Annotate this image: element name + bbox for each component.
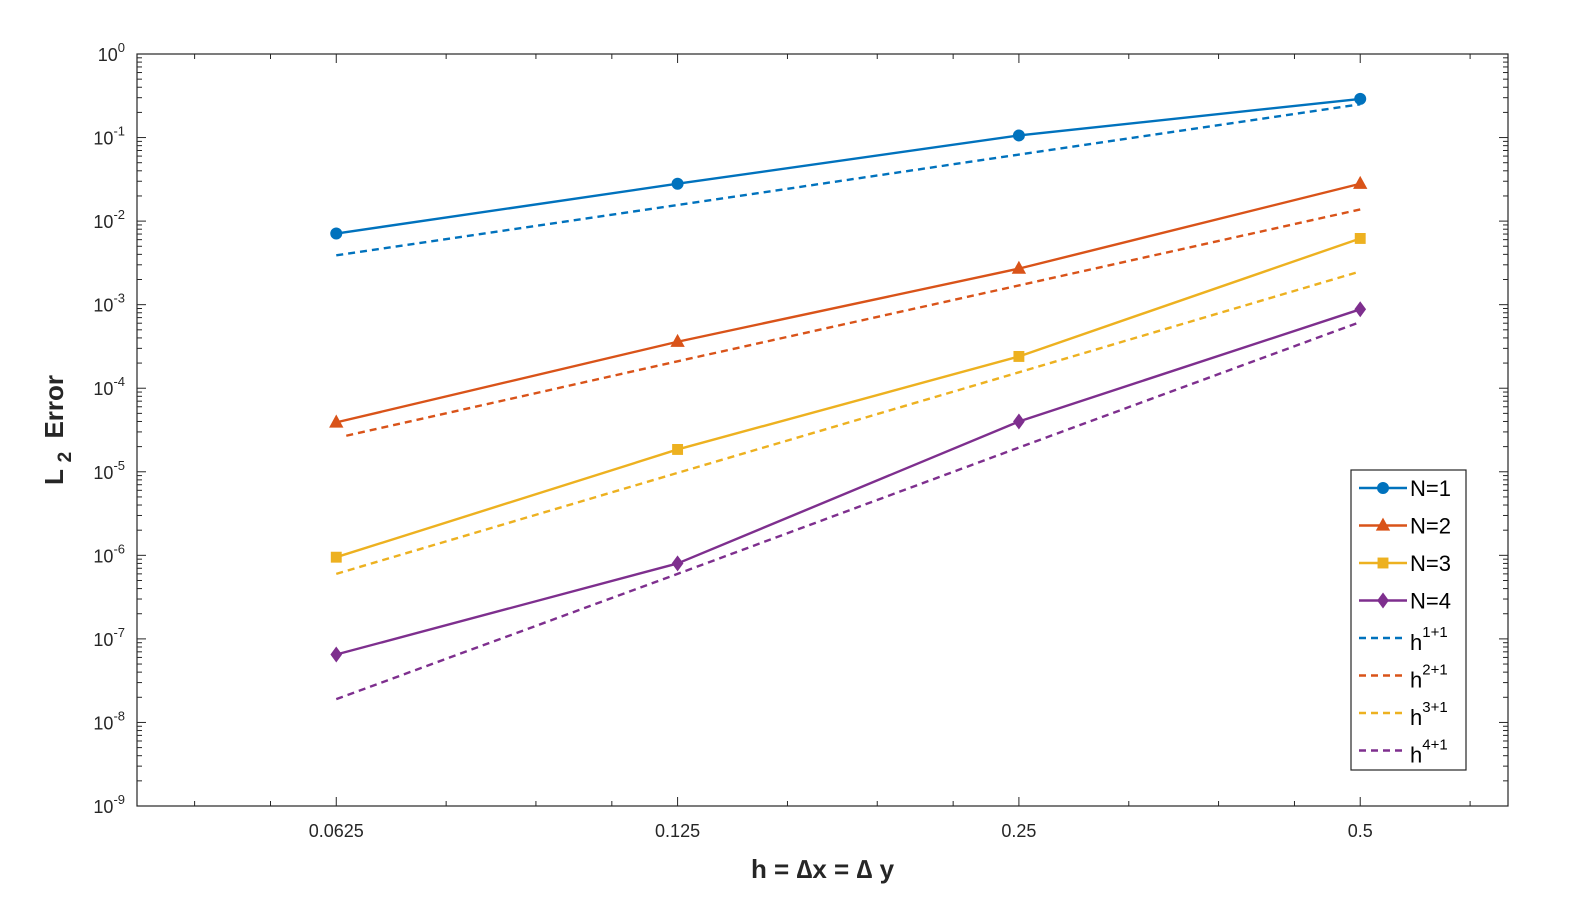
legend-box: [1350, 469, 1467, 771]
series-ref-h-4p1: [335, 320, 1361, 701]
series-n-1: [330, 92, 1367, 240]
legend-marker: [1375, 517, 1391, 531]
y-tick-label: 10-7: [93, 625, 125, 650]
y-tick-label: 10-6: [93, 541, 125, 566]
y-axis-label-main: Error: [39, 375, 69, 439]
series-line: [335, 270, 1361, 576]
data-point: [1013, 413, 1025, 430]
series-line: [335, 320, 1361, 701]
y-tick-label: 100: [98, 40, 125, 65]
data-point: [1354, 301, 1367, 318]
axis-labels: h = ∆x = ∆ y L 2 Error: [39, 375, 895, 884]
legend-item: N=2: [1359, 514, 1451, 539]
series-line: [336, 97, 1361, 235]
x-axis-label: h = ∆x = ∆ y: [751, 854, 895, 884]
x-tick-label: 0.25: [1001, 821, 1036, 841]
y-axis-label-subscript: 2: [55, 452, 76, 463]
legend-marker: [1377, 482, 1389, 494]
y-tick-label: 10-9: [93, 792, 125, 817]
legend-label: N=1: [1410, 476, 1451, 501]
legend-item: h2+1: [1359, 662, 1448, 693]
legend-label: N=4: [1410, 589, 1451, 614]
legend-item: N=4: [1359, 589, 1451, 614]
x-tick-label: 0.125: [655, 821, 700, 841]
y-axis-label-prefix: L: [39, 469, 69, 485]
legend-marker: [1377, 592, 1389, 609]
series-line: [335, 182, 1361, 424]
legend-label: N=2: [1410, 514, 1451, 539]
data-point: [1353, 175, 1368, 189]
data-point: [1354, 92, 1367, 105]
legend-label: h3+1: [1410, 699, 1448, 730]
data-point: [671, 555, 684, 572]
data-point: [671, 177, 684, 190]
data-point: [1012, 129, 1025, 142]
y-tick-label: 10-2: [93, 207, 125, 232]
series-ref-h-1p1: [336, 103, 1361, 257]
series-ref-h-2p1: [346, 208, 1361, 437]
data-point: [670, 333, 685, 347]
legend: N=1 N=2 N=3 N=4 h1+1 h2+1 h3+1 h4+1: [1350, 469, 1467, 771]
legend-item: N=1: [1359, 476, 1451, 501]
data-point: [329, 414, 344, 428]
series-n-4: [330, 301, 1367, 663]
data-point: [1354, 233, 1366, 244]
series-line: [336, 103, 1361, 257]
data-point: [330, 227, 343, 240]
legend-item: h3+1: [1359, 699, 1448, 730]
series-n-3: [330, 233, 1366, 563]
series-ref-h-3p1: [335, 270, 1361, 576]
legend-item: h1+1: [1359, 624, 1448, 655]
y-tick-label: 10-4: [93, 374, 125, 399]
data-point: [330, 646, 343, 663]
legend-label: N=3: [1410, 551, 1451, 576]
data-point: [1011, 260, 1027, 274]
legend-label: h2+1: [1410, 662, 1448, 693]
y-tick-label: 10-3: [93, 291, 125, 316]
data-point: [672, 444, 684, 455]
y-axis-ticks: 100 10-1 10-2 10-3 10-4 10-5 10-6 10-7 10-8 10-9: [93, 40, 1509, 817]
series-line: [335, 308, 1361, 656]
y-tick-label: 10-8: [93, 708, 125, 733]
x-axis-ticks: 0.0625 0.125 0.25 0.5: [194, 54, 1471, 841]
series-line: [346, 208, 1361, 437]
legend-item: N=3: [1359, 551, 1451, 576]
series-n-2: [329, 175, 1368, 428]
y-axis-label: L 2 Error: [39, 375, 77, 485]
data-point: [1013, 351, 1025, 362]
y-tick-label: 10-1: [93, 124, 125, 149]
x-tick-label: 0.0625: [309, 821, 364, 841]
legend-label: h4+1: [1410, 737, 1448, 768]
series-line: [335, 237, 1361, 559]
series-layer: [329, 92, 1368, 701]
legend-label: h1+1: [1410, 624, 1448, 655]
axes-box: [136, 53, 1509, 807]
y-tick-label: 10-5: [93, 458, 125, 483]
x-tick-label: 0.5: [1348, 821, 1373, 841]
legend-item: h4+1: [1359, 737, 1448, 768]
data-point: [330, 551, 342, 563]
legend-marker: [1377, 557, 1389, 569]
